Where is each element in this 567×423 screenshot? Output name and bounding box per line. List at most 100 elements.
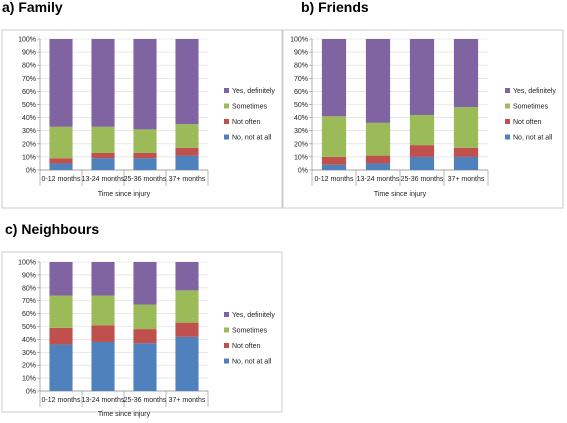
panel-title: b) Friends	[301, 0, 369, 15]
bar-sometimes-0-12-months	[321, 116, 347, 157]
x-tick-label: 25-36 months	[124, 397, 167, 404]
bar-not-often-37-months	[175, 147, 199, 156]
bar-yes-definitely-13-24-months	[91, 39, 115, 127]
y-tick-label: 20%	[294, 141, 308, 148]
y-tick-label: 80%	[294, 63, 308, 70]
bar-no-not-at-all-37-months	[453, 156, 479, 170]
legend-label-sometimes: Sometimes	[232, 328, 268, 335]
y-tick-label: 0%	[26, 168, 36, 175]
bar-yes-definitely-0-12-months	[321, 39, 347, 117]
y-tick-label: 50%	[294, 102, 308, 109]
bar-no-not-at-all-37-months	[175, 155, 199, 170]
x-tick-label: 37+ months	[169, 176, 206, 183]
legend-label-no-not-at-all: No, not at all	[232, 135, 272, 142]
x-axis-title: Time since injury	[374, 191, 427, 198]
y-tick-label: 70%	[22, 76, 36, 83]
x-tick-label: 0-12 months	[315, 176, 354, 183]
bar-not-often-13-24-months	[91, 325, 115, 342]
legend-label-not-often: Not often	[232, 119, 261, 126]
y-tick-label: 70%	[22, 298, 36, 305]
legend-swatch-yes-definitely	[505, 88, 510, 93]
legend-swatch-not-often	[224, 343, 229, 348]
bar-yes-definitely-13-24-months	[91, 262, 115, 296]
legend-label-not-often: Not often	[232, 343, 261, 350]
legend-swatch-yes-definitely	[224, 312, 229, 317]
y-tick-label: 90%	[22, 272, 36, 279]
bar-not-often-0-12-months	[49, 158, 73, 164]
y-tick-label: 40%	[22, 115, 36, 122]
bar-not-often-0-12-months	[321, 156, 347, 165]
legend-label-no-not-at-all: No, not at all	[513, 135, 553, 142]
x-axis-title: Time since injury	[98, 411, 151, 418]
bar-no-not-at-all-0-12-months	[49, 344, 73, 391]
x-tick-label: 13-24 months	[82, 397, 125, 404]
panel-friends: b) Friends 0% 10% 20% 30% 40% 50% 60% 70% 80% 90% 1…	[282, 0, 564, 209]
bar-yes-definitely-0-12-months	[49, 262, 73, 296]
bar-no-not-at-all-13-24-months	[91, 341, 115, 391]
y-tick-label: 80%	[22, 285, 36, 292]
y-tick-label: 30%	[22, 128, 36, 135]
legend-label-sometimes: Sometimes	[513, 104, 549, 111]
y-tick-label: 20%	[22, 363, 36, 370]
y-tick-label: 30%	[294, 128, 308, 135]
legend-swatch-no-not-at-all	[224, 358, 229, 364]
bar-not-often-13-24-months	[365, 155, 391, 164]
bar-yes-definitely-0-12-months	[49, 39, 73, 127]
x-tick-label: 25-36 months	[401, 176, 444, 183]
y-tick-label: 80%	[22, 63, 36, 70]
bar-sometimes-25-36-months	[409, 114, 435, 146]
bar-sometimes-37-months	[175, 124, 199, 148]
legend-swatch-no-not-at-all	[224, 134, 229, 140]
bar-sometimes-25-36-months	[133, 304, 157, 330]
x-tick-label: 13-24 months	[82, 176, 125, 183]
x-axis-title: Time since injury	[98, 191, 151, 198]
y-tick-label: 100%	[290, 37, 308, 44]
y-tick-label: 0%	[26, 389, 36, 396]
y-tick-label: 60%	[22, 311, 36, 318]
legend-swatch-sometimes	[224, 103, 229, 109]
bar-yes-definitely-25-36-months	[409, 39, 435, 115]
panel-family: a) Family 0% 10% 20% 30% 40% 50% 60% 70% 80% 90% 10…	[1, 0, 283, 209]
legend-label-yes-definitely: Yes, definitely	[232, 312, 275, 319]
legend-label-no-not-at-all: No, not at all	[232, 359, 272, 366]
y-tick-label: 10%	[22, 376, 36, 383]
bar-yes-definitely-13-24-months	[365, 39, 391, 123]
panel-neighbours: c) Neighbours 0% 10% 20% 30% 40% 50% 60% 70% 80% 9…	[1, 221, 283, 418]
x-tick-label: 0-12 months	[42, 176, 81, 183]
bar-not-often-25-36-months	[133, 152, 157, 159]
bar-yes-definitely-25-36-months	[133, 39, 157, 130]
bar-no-not-at-all-0-12-months	[49, 163, 73, 170]
x-tick-label: 25-36 months	[124, 176, 167, 183]
y-tick-label: 30%	[22, 350, 36, 357]
bar-not-often-37-months	[175, 322, 199, 337]
y-tick-label: 90%	[22, 50, 36, 57]
legend-swatch-sometimes	[224, 327, 229, 333]
bar-sometimes-13-24-months	[91, 295, 115, 326]
bar-no-not-at-all-37-months	[175, 336, 199, 391]
bar-not-often-0-12-months	[49, 327, 73, 345]
y-tick-label: 90%	[294, 50, 308, 57]
y-tick-label: 60%	[22, 89, 36, 96]
bar-not-often-25-36-months	[133, 329, 157, 344]
bar-no-not-at-all-25-36-months	[133, 343, 157, 391]
legend-swatch-sometimes	[505, 103, 510, 109]
bar-not-often-37-months	[453, 147, 479, 157]
bar-sometimes-13-24-months	[91, 126, 115, 153]
x-tick-label: 37+ months	[448, 176, 485, 183]
bar-sometimes-0-12-months	[49, 295, 73, 328]
y-tick-label: 40%	[22, 337, 36, 344]
bar-sometimes-37-months	[453, 107, 479, 148]
y-tick-label: 20%	[22, 141, 36, 148]
x-tick-label: 37+ months	[169, 397, 206, 404]
bar-yes-definitely-37-months	[175, 262, 199, 291]
y-tick-label: 70%	[294, 76, 308, 83]
legend-label-yes-definitely: Yes, definitely	[513, 88, 556, 95]
y-tick-label: 0%	[298, 168, 308, 175]
panel-title: c) Neighbours	[5, 221, 99, 237]
y-tick-label: 40%	[294, 115, 308, 122]
y-tick-label: 50%	[22, 102, 36, 109]
y-tick-label: 60%	[294, 89, 308, 96]
bar-sometimes-13-24-months	[365, 122, 391, 156]
bar-no-not-at-all-25-36-months	[409, 156, 435, 170]
x-tick-label: 13-24 months	[357, 176, 400, 183]
